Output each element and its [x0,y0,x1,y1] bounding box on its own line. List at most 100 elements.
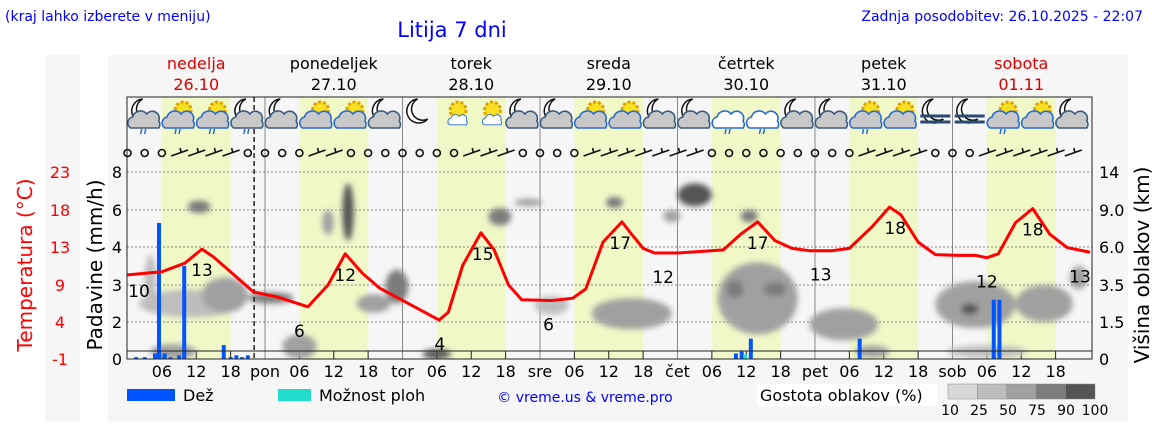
sun-cloud-rain-icon [986,100,1020,135]
calm-wind-icon [724,148,734,158]
hour-tick: 12 [324,362,344,381]
temp-label: 18 [884,219,906,239]
temp-label: 6 [543,316,554,336]
sun-cloud-icon [333,100,367,129]
day-date: 26.10 [173,75,219,94]
wind-barb-icon [669,147,687,157]
density-tick: 10 [941,403,959,419]
temp-label: 12 [652,268,674,288]
hour-tick: 06 [977,362,997,381]
copyright-link[interactable]: © vreme.us & vreme.pro [497,390,672,406]
density-tick: 50 [999,403,1017,419]
calm-wind-icon [965,148,974,158]
hour-tick: 12 [736,362,756,381]
cloud-patch [961,303,979,315]
wind-barb-icon [480,147,498,157]
hour-tick: 12 [1011,362,1031,381]
cloud-patch [247,292,294,304]
cloud-height-tick: 1.5 [1099,313,1124,332]
wind-barb-icon [583,147,601,157]
wind-barb-icon [858,147,876,157]
hour-tick: 18 [633,362,653,381]
calm-wind-icon [363,148,373,158]
left-panel [45,55,80,422]
temp-label: 13 [1069,267,1091,287]
day-abbr-tick: pon [250,362,280,381]
wind-barb-icon [1064,147,1083,157]
cloud-patch [946,345,1027,358]
shower-swatch [278,389,311,401]
wind-barb-icon [1047,147,1065,157]
temp-label: 6 [294,322,305,342]
wind-barb-icon [497,147,515,157]
day-date: 30.10 [723,75,769,94]
sun-cloud-icon [883,100,917,129]
wind-barb-icon [634,147,653,157]
day-name: sobota [994,54,1048,73]
wind-barb-icon [187,147,206,157]
hour-tick: 18 [908,362,928,381]
calm-wind-icon [415,148,424,158]
cloud-patch [1069,266,1088,290]
cloud-patch [201,277,248,313]
day-name: sreda [587,54,631,73]
calm-wind-icon [277,148,287,158]
rain-swatch [127,389,175,401]
moon-cloud-icon [539,98,574,129]
cloud-patch [1015,285,1073,322]
calm-wind-icon [140,148,149,158]
moon-cloud-icon [780,98,814,129]
moon-cloud-icon [367,98,402,129]
rain-tick: 3 [112,276,122,295]
rain-bar [142,357,147,359]
temperature-line [127,205,1091,322]
calm-wind-icon [260,148,270,158]
sun-cloud-rain-icon [848,100,883,135]
cloud-patch [740,210,758,223]
calm-wind-icon [552,148,562,158]
cloud-rain-icon [745,110,780,135]
temp-label: 15 [472,245,494,265]
moon-cloud-icon [642,98,677,129]
cloud-patch [663,210,681,223]
calm-wind-icon [381,148,390,158]
day-abbr-tick: čet [665,362,690,381]
moon-cloud-icon [814,98,849,129]
cloud-patch [282,334,317,359]
cloud-height-tick: 9.0 [1099,201,1124,220]
cloud-patch [342,183,354,241]
cloud-height-tick: 0 [1099,350,1109,369]
legend-rain: Dež [183,386,214,405]
day-abbr-tick: sob [938,362,966,381]
hour-tick: 18 [770,362,790,381]
menu-hint[interactable]: (kraj lahko izberete v meniju) [5,9,211,25]
cloud-patch [488,208,512,226]
hour-tick: 12 [186,362,206,381]
calm-wind-icon [518,148,528,158]
moon-cloud-rain-icon [127,98,161,135]
density-tick: 90 [1057,403,1075,419]
day-date: 29.10 [586,75,632,94]
calm-wind-icon [707,148,717,158]
moon-fog-icon [920,98,951,124]
sun-cloud-icon [573,100,608,129]
wind-barb-icon [909,147,928,157]
density-tick: 75 [1028,403,1046,419]
wind-barb-icon [600,147,619,157]
rain-bar [177,355,182,359]
wind-barb-icon [892,147,911,157]
wind-barb-icon [978,147,997,157]
rain-bar [997,299,1002,359]
cloud-patch [591,297,672,330]
wind-barb-icon [617,147,636,157]
temp-label: 12 [334,266,356,286]
temp-tick: -1 [52,350,68,369]
calm-wind-icon [827,148,837,158]
day-abbr-tick: sre [528,362,552,381]
rain-bar [857,338,862,359]
rain-bar [739,351,744,359]
cloud-patch [356,294,392,313]
calm-wind-icon [346,148,356,158]
calm-wind-icon [845,148,854,158]
